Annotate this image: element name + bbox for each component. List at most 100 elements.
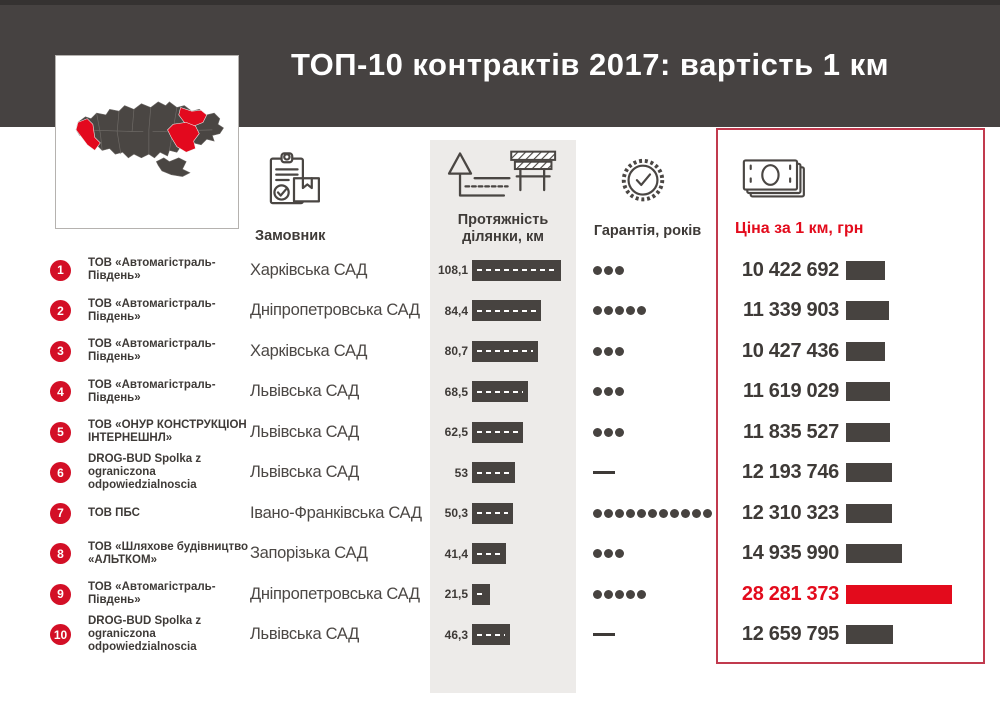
- ukraine-map-card: [55, 55, 239, 229]
- length-bar: [472, 259, 561, 281]
- table-row: 10 DROG-BUD Spolka z ograniczona odpowie…: [0, 615, 1000, 656]
- rank-badge: 6: [50, 462, 71, 484]
- price-bar: [846, 341, 885, 361]
- contractor-name: ТОВ «Автомагістраль-Південь»: [88, 581, 216, 607]
- length-bar: [472, 624, 510, 646]
- rank-badge: 7: [50, 502, 71, 524]
- rank-badge: 3: [50, 340, 71, 362]
- length-bar: [472, 583, 490, 605]
- price-value: 11 339 903: [743, 299, 839, 322]
- road-dash-line: [477, 552, 501, 555]
- contractor-name: ТОВ «Автомагістраль-Південь»: [88, 378, 216, 404]
- banknotes-icon: [737, 152, 809, 215]
- price-bar: [846, 584, 952, 604]
- length-value: 108,1: [437, 263, 468, 278]
- customer-name: Харківська САД: [250, 341, 368, 360]
- price-value: 12 193 746: [741, 461, 839, 484]
- column-header-customer: Замовник: [255, 228, 326, 244]
- length-bar: [472, 462, 515, 484]
- length-bar: [472, 300, 541, 322]
- price-value: 12 659 795: [741, 623, 839, 646]
- customer-name: Дніпропетровська САД: [250, 301, 420, 320]
- warranty-dash: [593, 633, 715, 637]
- price-bar: [846, 260, 885, 280]
- warranty-dots: [593, 306, 715, 316]
- contractor-name: ТОВ «ОНУР КОНСТРУКЦІОН ІНТЕРНЕШНЛ»: [88, 419, 247, 445]
- road-dash-line: [477, 593, 485, 596]
- column-header-length: Протяжність ділянки, км: [457, 212, 549, 245]
- customer-name: Львівська САД: [250, 422, 360, 441]
- map-highlight-regions: [75, 107, 208, 153]
- price-column-box: [716, 128, 985, 664]
- rank-badge: 10: [50, 624, 71, 646]
- length-value: 21,5: [444, 587, 468, 602]
- contractor-name: ТОВ «Шляхове будівництво «АЛЬТКОМ»: [88, 540, 249, 566]
- length-bar: [472, 502, 513, 524]
- table-row: 6 DROG-BUD Spolka z ograniczona odpowied…: [0, 453, 1000, 494]
- road-dash-line: [477, 431, 518, 434]
- contracts-table: 1 ТОВ «Автомагістраль-Південь» Харківськ…: [0, 250, 1000, 655]
- price-bar: [846, 625, 893, 645]
- price-bar: [846, 503, 892, 523]
- rank-badge: 2: [50, 300, 71, 322]
- length-column-band: [430, 140, 576, 693]
- seal-check-icon: [615, 153, 671, 214]
- road-dash-line: [477, 390, 523, 393]
- customer-name: Львівська САД: [250, 625, 360, 644]
- contractor-name: ТОВ ПБС: [88, 506, 140, 519]
- warranty-dots: [593, 387, 715, 397]
- road-dash-line: [477, 512, 508, 515]
- length-value: 50,3: [444, 506, 468, 521]
- price-value: 10 422 692: [741, 258, 839, 281]
- length-value: 53: [454, 465, 468, 480]
- column-header-price: Ціна за 1 км, грн: [735, 220, 864, 237]
- length-value: 84,4: [444, 303, 468, 318]
- customer-name: Івано-Франківська САД: [250, 503, 422, 522]
- customer-name: Дніпропетровська САД: [250, 584, 420, 603]
- price-value: 12 310 323: [741, 501, 839, 524]
- rank-badge: 9: [50, 583, 71, 605]
- price-bar: [846, 544, 902, 564]
- price-value: 28 281 373: [741, 582, 839, 605]
- table-row: 1 ТОВ «Автомагістраль-Південь» Харківськ…: [0, 250, 1000, 291]
- price-bar: [846, 422, 890, 442]
- customer-name: Львівська САД: [250, 463, 360, 482]
- customer-name: Харківська САД: [250, 260, 368, 279]
- table-row: 5 ТОВ «ОНУР КОНСТРУКЦІОН ІНТЕРНЕШНЛ» Льв…: [0, 412, 1000, 453]
- rank-badge: 1: [50, 259, 71, 281]
- table-row: 8 ТОВ «Шляхове будівництво «АЛЬТКОМ» Зап…: [0, 534, 1000, 575]
- contractor-name: ТОВ «Автомагістраль-Південь»: [88, 297, 216, 323]
- warranty-dots: [593, 589, 715, 599]
- column-header-warranty: Гарантія, років: [593, 223, 702, 239]
- ukraine-map: [75, 101, 224, 177]
- warranty-dots: [593, 508, 715, 518]
- warranty-dash: [593, 471, 715, 475]
- contractor-name: DROG-BUD Spolka z ograniczona odpowiedzi…: [88, 453, 202, 492]
- warranty-dots: [593, 265, 715, 275]
- length-value: 46,3: [444, 627, 468, 642]
- rank-badge: 4: [50, 381, 71, 403]
- length-bar: [472, 340, 538, 362]
- table-row: 9 ТОВ «Автомагістраль-Південь» Дніпропет…: [0, 574, 1000, 615]
- table-row: 3 ТОВ «Автомагістраль-Південь» Харківськ…: [0, 331, 1000, 372]
- customer-name: Запорізька САД: [250, 544, 368, 563]
- warranty-dots: [593, 346, 715, 356]
- price-value: 11 835 527: [743, 420, 839, 443]
- rank-badge: 8: [50, 543, 71, 565]
- length-value: 62,5: [444, 425, 468, 440]
- rank-badge: 5: [50, 421, 71, 443]
- road-dash-line: [477, 471, 510, 474]
- table-row: 4 ТОВ «Автомагістраль-Південь» Львівська…: [0, 372, 1000, 413]
- road-dash-line: [477, 350, 533, 353]
- table-row: 7 ТОВ ПБС Івано-Франківська САД 50,3 12 …: [0, 493, 1000, 534]
- road-dash-line: [477, 633, 505, 636]
- table-row: 2 ТОВ «Автомагістраль-Південь» Дніпропет…: [0, 291, 1000, 332]
- road-dash-line: [477, 269, 556, 272]
- contractor-name: DROG-BUD Spolka z ograniczona odpowiedzi…: [88, 615, 202, 654]
- clipboard-box-icon: [262, 147, 326, 218]
- contractor-name: ТОВ «Автомагістраль-Південь»: [88, 338, 216, 364]
- warranty-dots: [593, 549, 715, 559]
- customer-name: Львівська САД: [250, 382, 360, 401]
- price-bar: [846, 301, 889, 321]
